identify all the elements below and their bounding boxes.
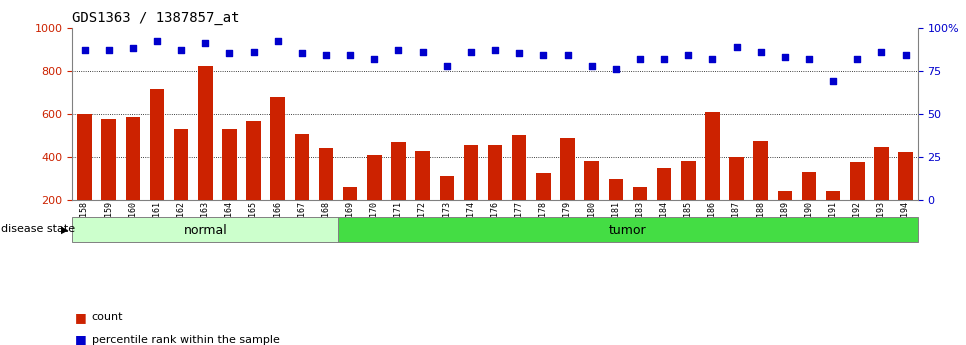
Point [802, 56, 817, 61]
Bar [488, 145, 502, 200]
Point [367, 56, 383, 61]
Bar [222, 129, 237, 200]
Point [680, 52, 696, 58]
Point [101, 47, 117, 53]
Point [150, 39, 165, 44]
Point [728, 44, 744, 49]
Bar [174, 129, 188, 200]
Point [583, 63, 599, 68]
Bar [898, 151, 913, 200]
Point [464, 49, 479, 55]
Point [415, 49, 431, 55]
Bar [826, 191, 840, 200]
Point [873, 49, 889, 55]
Bar [126, 117, 140, 200]
Point [222, 51, 238, 56]
Bar [270, 97, 285, 200]
Point [656, 56, 671, 61]
Point [245, 49, 261, 55]
Bar [657, 168, 671, 200]
Bar [246, 121, 261, 200]
Point [825, 78, 840, 84]
Text: disease state: disease state [1, 225, 75, 234]
Bar [415, 150, 430, 200]
Bar [101, 119, 116, 200]
Bar [633, 187, 647, 200]
Bar [319, 148, 333, 200]
Bar [536, 173, 551, 200]
Bar [584, 161, 599, 200]
Point [270, 39, 286, 44]
Bar [77, 114, 92, 200]
Bar [850, 162, 865, 200]
Point [535, 52, 551, 58]
Point [609, 66, 624, 72]
Bar [440, 176, 454, 200]
Point [777, 54, 792, 60]
Bar [753, 141, 768, 200]
Point [343, 52, 358, 58]
Text: normal: normal [184, 224, 227, 237]
Bar [464, 145, 478, 200]
Point [198, 40, 213, 46]
Text: ■: ■ [74, 311, 86, 324]
Point [705, 56, 721, 61]
Point [850, 56, 866, 61]
Point [319, 52, 334, 58]
Bar [802, 172, 816, 200]
Bar [560, 138, 575, 200]
Point [753, 49, 769, 55]
Bar [705, 112, 720, 200]
Text: percentile rank within the sample: percentile rank within the sample [92, 335, 279, 345]
Point [126, 46, 141, 51]
Bar [198, 66, 213, 200]
Text: ■: ■ [74, 333, 86, 345]
Text: tumor: tumor [610, 224, 646, 237]
Point [898, 52, 914, 58]
Point [488, 47, 503, 53]
Bar [72, 217, 338, 241]
Point [174, 47, 189, 53]
Point [390, 47, 407, 53]
Point [440, 63, 455, 68]
Bar [874, 147, 889, 200]
Point [77, 47, 93, 53]
Text: ▶: ▶ [61, 225, 69, 234]
Bar [295, 134, 309, 200]
Bar [343, 187, 357, 200]
Bar [150, 89, 164, 200]
Bar [729, 157, 744, 200]
Text: count: count [92, 313, 124, 322]
Bar [609, 179, 623, 200]
Bar [338, 217, 918, 241]
Point [512, 51, 527, 56]
Bar [391, 142, 406, 200]
Point [560, 52, 576, 58]
Point [632, 56, 647, 61]
Point [294, 51, 309, 56]
Bar [681, 161, 696, 200]
Bar [512, 136, 526, 200]
Bar [367, 155, 382, 200]
Text: GDS1363 / 1387857_at: GDS1363 / 1387857_at [72, 11, 240, 25]
Bar [778, 191, 792, 200]
